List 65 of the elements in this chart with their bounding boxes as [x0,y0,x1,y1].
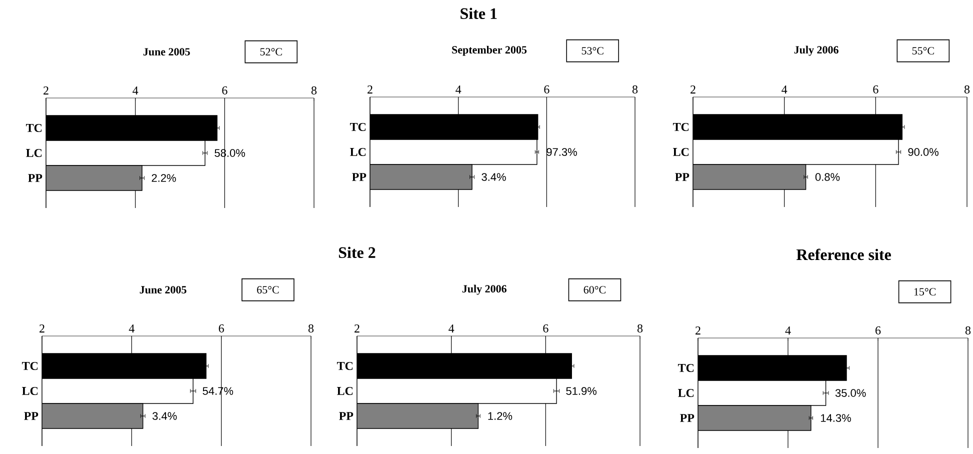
x-tick-label: 8 [637,324,643,332]
x-tick-label: 6 [873,85,878,94]
y-tick-label: LC [350,148,366,156]
y-tick-label: TC [22,362,38,370]
x-tick-label: 2 [40,324,44,332]
chart-title: Reference site [796,248,891,260]
y-tick-label: LC [337,386,353,396]
text: 53°C [582,47,604,55]
annotation: 35.0% [835,389,866,397]
x-tick-label: 8 [308,324,314,332]
chart-title: Site 2 [338,246,376,258]
x-tick-label: 4 [128,324,134,332]
y-tick-label: LC [26,148,42,158]
x-tick-label: 4 [782,86,788,94]
text: 65°C [257,286,279,294]
text: 60°C [584,286,606,294]
x-tick-label: 2 [354,324,360,332]
annotation: 3.4% [482,173,506,181]
y-tick-label: PP [24,412,38,420]
y-tick-label: TC [26,124,42,132]
text: 52°C [260,48,282,56]
annotation: 90.0% [908,148,938,156]
annotation: 1.2% [488,412,512,420]
y-tick-label: LC [22,386,38,396]
y-tick-label: LC [673,148,689,156]
y-tick-label: TC [672,122,689,132]
y-tick-label: LC [678,388,694,398]
x-tick-label: 8 [632,85,638,94]
chart-title: Site 1 [460,8,497,20]
y-tick-label: PP [680,414,694,422]
x-tick-label: 6 [222,86,228,94]
x-tick-label: 4 [132,86,138,94]
x-tick-label: 6 [543,324,548,332]
y-tick-label: TC [678,364,694,372]
chart-subtitle: July 2006 [794,46,838,56]
x-tick-label: 8 [965,326,971,334]
y-tick-label: PP [28,174,42,182]
annotation: 2.2% [152,174,176,182]
x-tick-label: 4 [448,324,454,332]
annotation: 14.3% [820,414,851,422]
x-tick-label: 2 [44,86,48,94]
annotation: 3.4% [152,412,177,420]
annotation: 51.9% [566,387,597,395]
x-tick-label: 8 [311,86,317,94]
annotation: 0.8% [815,173,840,181]
y-tick-label: PP [675,173,690,181]
x-tick-label: 6 [876,326,881,334]
chart-subtitle: June 2005 [143,48,190,56]
text: 15°C [914,288,936,296]
y-tick-label: TC [336,362,353,370]
y-tick-label: TC [350,122,366,132]
y-tick-label: PP [339,412,354,420]
x-tick-label: 4 [785,326,791,334]
chart-subtitle: September 2005 [452,46,527,56]
text: 55°C [912,47,934,55]
chart-subtitle: June 2005 [140,286,186,294]
x-tick-label: 2 [696,326,700,334]
chart-subtitle: July 2006 [462,284,506,295]
x-tick-label: 2 [368,86,372,94]
x-tick-label: 6 [544,85,550,94]
x-tick-label: 6 [218,324,224,332]
x-tick-label: 2 [690,86,696,94]
x-tick-label: 4 [456,86,462,94]
x-tick-label: 8 [964,85,970,94]
y-tick-label: PP [352,173,366,181]
